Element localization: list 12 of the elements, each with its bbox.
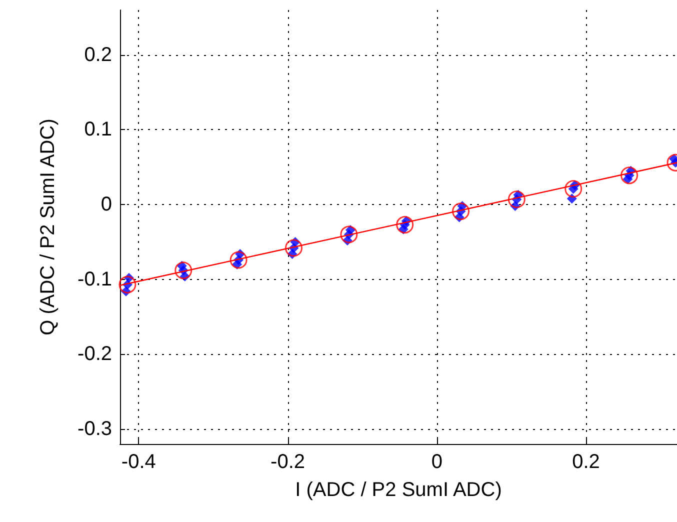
y-tick-label: -0.1 [78,268,112,290]
y-axis-title: Q (ADC / P2 SumI ADC) [37,118,59,336]
x-tick-label: 0.2 [572,451,600,473]
y-tick-label: -0.3 [78,418,112,440]
y-tick-label: 0.1 [84,118,112,141]
y-tick-label: 0.2 [84,44,112,66]
x-tick-label: 0 [431,451,442,473]
x-axis-title: I (ADC / P2 SumI ADC) [295,479,502,501]
y-tick-label: 0 [100,194,112,216]
x-tick-label: -0.2 [270,451,306,473]
x-tick-label: -0.4 [121,451,156,473]
y-tick-label: -0.2 [78,343,112,366]
